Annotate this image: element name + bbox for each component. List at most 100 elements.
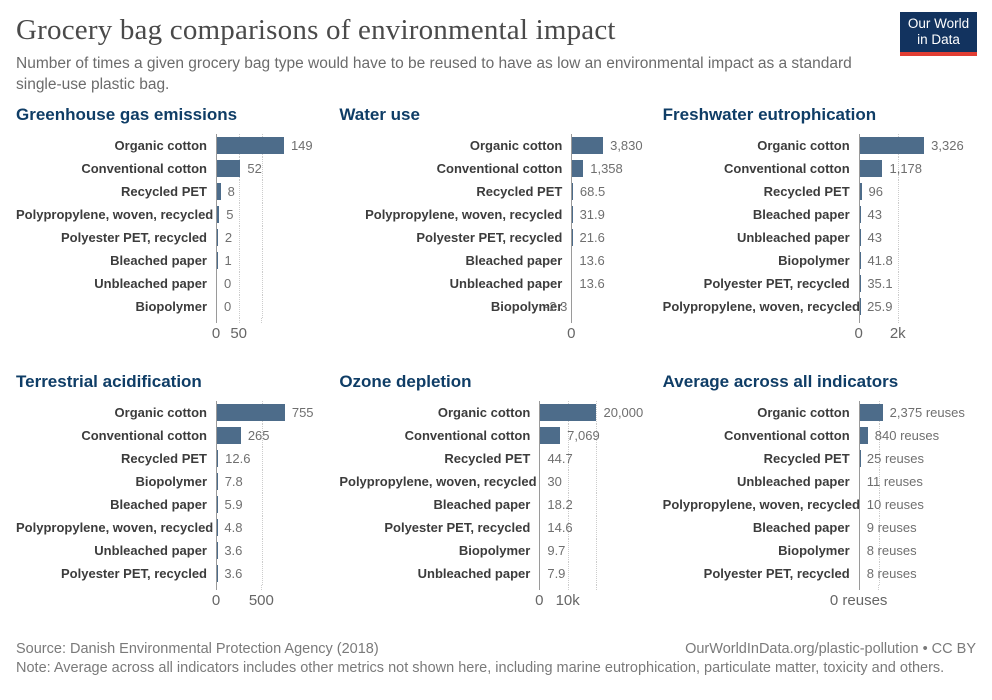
axis-spacer — [16, 318, 216, 344]
gridline — [898, 272, 900, 295]
gridline — [567, 585, 569, 590]
footer-note: Note: Average across all indicators incl… — [16, 660, 945, 676]
category-label: Polyester PET, recycled — [61, 230, 207, 245]
bar — [859, 298, 861, 315]
value-label: 0 — [224, 276, 232, 291]
gridline — [879, 470, 881, 493]
bar-row: Polypropylene, woven, recycled 10 reuses — [663, 493, 976, 516]
owid-logo-line1: Our World — [907, 16, 970, 31]
gridline — [568, 424, 570, 447]
gridline — [568, 470, 570, 493]
axis-tick-label: 50 — [230, 325, 247, 342]
category-label: Polyester PET, recycled — [703, 276, 850, 291]
category-label: Bleached paper — [110, 253, 207, 268]
bar-row: Polypropylene, woven, recycled 30 — [339, 470, 652, 493]
bar — [859, 137, 925, 154]
gridline — [261, 539, 263, 562]
axis-tick-area: 0 reuses — [830, 585, 976, 611]
value-label: 20,000 — [603, 405, 644, 420]
value-label: 25 reuses — [866, 451, 924, 466]
value-label: 8 reuses — [866, 566, 917, 581]
axis-tick-label: 2k — [889, 325, 906, 342]
chart-panel-rows: Organic cotton 755 Conventional cotton 265 R… — [16, 401, 329, 585]
x-axis: 0 10k — [339, 585, 652, 611]
value-label: 1,358 — [590, 161, 623, 176]
bar-row: Biopolymer 8 reuses — [663, 539, 976, 562]
category-label: Biopolymer — [778, 543, 850, 558]
gridline — [568, 493, 570, 516]
bar-row: Organic cotton 149 — [16, 134, 329, 157]
gridline — [261, 295, 263, 318]
gridline — [596, 401, 598, 424]
category-label: Unbleached paper — [94, 276, 207, 291]
bar-area: 35.1 — [858, 272, 976, 295]
bar-row: Recycled PET 8 — [16, 180, 329, 203]
category-label: Organic cotton — [757, 405, 850, 420]
category-label: Bleached paper — [433, 497, 531, 512]
bar — [540, 404, 597, 421]
axis-spacer — [339, 585, 539, 611]
category-label: Polypropylene, woven, recycled — [16, 520, 214, 535]
bar-area: 11 reuses — [858, 470, 976, 493]
value-label: 43 — [867, 207, 882, 222]
bar-row: Biopolymer 9.7 — [339, 539, 652, 562]
category-label: Biopolymer — [135, 474, 207, 489]
category-label: Unbleached paper — [94, 543, 207, 558]
gridline — [596, 447, 598, 470]
value-label: 7,069 — [567, 428, 600, 443]
chart-panel-rows: Organic cotton 2,375 reuses Conventional c… — [663, 401, 976, 585]
bar — [217, 229, 218, 246]
bar-row: Unbleached paper 3.6 — [16, 539, 329, 562]
bar — [859, 229, 861, 246]
bar-area: 10 reuses — [858, 493, 976, 516]
gridline — [879, 424, 881, 447]
bar-area: 1 — [216, 249, 329, 272]
charts-grid: Greenhouse gas emissions Organic cotton 1… — [16, 105, 976, 611]
category-label: Polypropylene, woven, recycled — [662, 497, 860, 512]
value-label: 96 — [868, 184, 883, 199]
bar-area: 20,000 — [539, 401, 652, 424]
gridline — [261, 318, 263, 323]
bar-row: Bleached paper 1 — [16, 249, 329, 272]
bar-area: 8 reuses — [858, 562, 976, 585]
value-label: 10 reuses — [866, 497, 924, 512]
gridline — [239, 180, 241, 203]
bar-area: 7.9 — [539, 562, 652, 585]
value-label: 3.6 — [224, 543, 243, 558]
bar-area: 21.6 — [571, 226, 652, 249]
axis-spacer — [339, 318, 571, 344]
value-label: 11 reuses — [866, 474, 923, 489]
bar-area: 0 — [216, 295, 329, 318]
bar-row: Organic cotton 755 — [16, 401, 329, 424]
bar-row: Polyester PET, recycled 2 — [16, 226, 329, 249]
gridline — [898, 295, 900, 318]
category-label: Biopolymer — [458, 543, 531, 558]
bar — [217, 404, 285, 421]
gridline — [898, 157, 900, 180]
category-label: Conventional cotton — [404, 428, 531, 443]
bar-row: Unbleached paper 43 — [663, 226, 976, 249]
gridline — [261, 585, 263, 590]
bar-row: Polypropylene, woven, recycled 25.9 — [663, 295, 976, 318]
gridline — [898, 203, 900, 226]
bar — [217, 206, 220, 223]
category-label: Polyester PET, recycled — [384, 520, 531, 535]
gridline — [261, 272, 263, 295]
category-label: Conventional cotton — [81, 428, 207, 443]
chart-panel-title: Greenhouse gas emissions — [16, 105, 238, 124]
value-label: 13.6 — [579, 253, 605, 268]
bar-area: 0 — [216, 272, 329, 295]
value-label: 9 reuses — [866, 520, 917, 535]
category-label: Biopolymer — [778, 253, 850, 268]
gridline — [261, 470, 263, 493]
bar-row: Conventional cotton 1,178 — [663, 157, 976, 180]
category-label: Unbleached paper — [417, 566, 531, 581]
value-label: 43 — [867, 230, 882, 245]
category-label: Bleached paper — [465, 253, 563, 268]
category-label: Conventional cotton — [81, 161, 207, 176]
value-label: -2.3 — [544, 299, 568, 314]
category-label: Biopolymer — [490, 299, 563, 314]
citation-link: OurWorldInData.org/plastic-pollution • C… — [685, 641, 976, 657]
value-label: 31.9 — [579, 207, 605, 222]
category-label: Polyester PET, recycled — [61, 566, 207, 581]
